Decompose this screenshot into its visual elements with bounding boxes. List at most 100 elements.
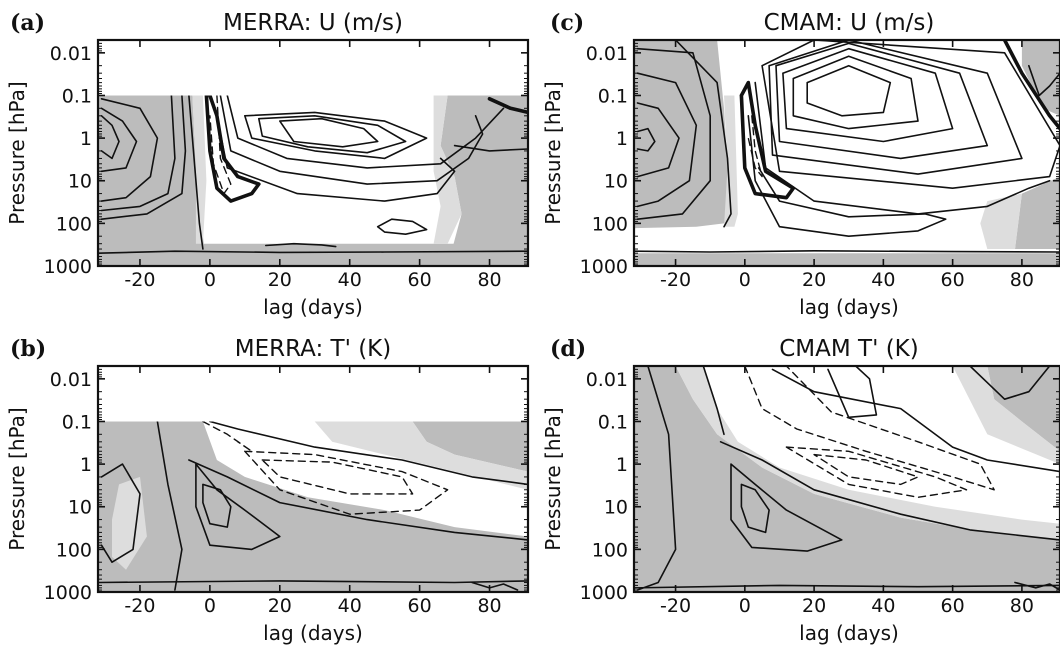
contour-line-positive xyxy=(216,115,456,202)
contour-line-zero xyxy=(100,463,141,563)
contour-line-positive xyxy=(219,95,484,185)
x-tick-label: 60 xyxy=(941,595,965,617)
x-tick-label: 80 xyxy=(477,269,501,291)
y-tick-label: 1000 xyxy=(44,582,92,604)
x-tick-label: -20 xyxy=(124,595,155,617)
significance-region xyxy=(634,40,731,229)
significance-region xyxy=(192,243,528,266)
panel-c: (c) CMAM: U (m/s) lag (days) Pressure [h… xyxy=(541,10,1060,319)
panel-a-plot: -20 0 20 40 60 80 0.01 0.1 1 10 100 1000 xyxy=(44,38,530,291)
y-tick-label: 0.1 xyxy=(598,411,628,433)
contour-line-negative xyxy=(100,115,120,160)
panel-a-field xyxy=(98,95,528,266)
y-tick-label: 10 xyxy=(68,497,92,519)
significance-region xyxy=(98,421,528,592)
x-tick-label: 20 xyxy=(802,595,826,617)
contour-line-positive xyxy=(202,483,232,528)
contour-line-zero xyxy=(376,218,428,235)
y-tick-label: 100 xyxy=(56,539,92,561)
significance-region xyxy=(634,366,1060,592)
contour-line-positive xyxy=(771,368,1060,473)
significance-region-light xyxy=(192,95,207,244)
contour-line-negative xyxy=(636,127,656,152)
y-tick-label: 1 xyxy=(80,454,92,476)
x-tick-label: 60 xyxy=(941,269,965,291)
contour-line-positive xyxy=(226,95,505,169)
contour-line-negative xyxy=(100,97,159,202)
contour-line-negative xyxy=(674,40,732,228)
panel-d-ylabel: Pressure [hPa] xyxy=(541,407,565,550)
significance-region xyxy=(1015,176,1060,249)
panel-d-xlabel: lag (days) xyxy=(799,621,899,645)
contour-line-positive xyxy=(782,47,954,143)
panel-b-plot: -20 0 20 40 60 80 0.01 0.1 1 10 100 1000 xyxy=(44,364,530,617)
significance-region-light xyxy=(980,193,1022,249)
contour-line-zero xyxy=(487,96,528,115)
y-tick-label: 100 xyxy=(592,539,628,561)
y-tick-label: 100 xyxy=(592,213,628,235)
significance-region xyxy=(412,421,528,472)
y-tick-label: 1000 xyxy=(580,256,628,278)
contour-line-zero xyxy=(739,80,796,200)
panel-b-xlabel: lag (days) xyxy=(263,621,363,645)
panel-b-frame xyxy=(96,364,530,594)
y-tick-label: 10 xyxy=(604,497,628,519)
contour-line-positive xyxy=(740,483,770,534)
panel-d-title: CMAM T' (K) xyxy=(779,336,919,362)
x-tick-label: 20 xyxy=(268,269,292,291)
x-tick-label: 20 xyxy=(802,269,826,291)
y-tick-label: 1 xyxy=(616,454,628,476)
contour-line-negative xyxy=(209,95,232,195)
contour-line-negative xyxy=(244,450,449,515)
significance-region-light xyxy=(724,95,738,227)
panel-b-field xyxy=(98,421,528,592)
contour-line-negative xyxy=(636,47,711,220)
contour-line-negative xyxy=(636,72,698,208)
panel-b: (b) MERRA: T' (K) lag (days) Pressure [h… xyxy=(5,336,530,645)
panel-c-ylabel: Pressure [hPa] xyxy=(541,81,565,224)
panel-c-frame xyxy=(632,38,1060,268)
y-tick-label: 1 xyxy=(616,128,628,150)
panel-c-letter: (c) xyxy=(550,10,584,36)
x-tick-label: 80 xyxy=(1010,595,1034,617)
contour-line-zero xyxy=(1002,40,1060,131)
contour-line-zero xyxy=(719,441,1060,541)
contour-line-zero xyxy=(98,580,528,584)
significance-region xyxy=(987,366,1060,452)
panel-d-letter: (d) xyxy=(550,336,586,362)
contour-line-zero xyxy=(188,459,528,541)
contour-line-zero xyxy=(204,95,261,203)
contour-line-zero xyxy=(98,250,528,254)
x-tick-label: 0 xyxy=(204,595,216,617)
contour-line-negative xyxy=(785,446,968,499)
x-tick-label: 40 xyxy=(871,595,895,617)
contour-line-positive xyxy=(188,95,204,250)
y-tick-label: 0.1 xyxy=(62,85,92,107)
significance-region-light xyxy=(314,421,528,490)
panel-b-letter: (b) xyxy=(10,336,46,362)
panel-a: (a) MERRA: U (m/s) lag (days) Pressure [… xyxy=(5,10,530,319)
panel-c-field xyxy=(634,40,1060,266)
y-tick-label: 0.01 xyxy=(586,43,628,65)
y-tick-label: 1 xyxy=(80,128,92,150)
contour-line-negative xyxy=(747,115,763,178)
panel-a-letter: (a) xyxy=(10,10,45,36)
contour-line-negative xyxy=(100,107,138,173)
contour-line-zero xyxy=(634,584,1060,589)
panel-c-title: CMAM: U (m/s) xyxy=(764,10,935,36)
x-tick-label: 60 xyxy=(408,269,432,291)
contour-line-negative xyxy=(813,453,919,486)
contour-line-positive xyxy=(244,111,428,160)
contour-line-zero xyxy=(1014,581,1060,591)
x-tick-label: -20 xyxy=(660,269,691,291)
x-tick-label: 40 xyxy=(338,595,362,617)
panel-b-title: MERRA: T' (K) xyxy=(235,336,392,362)
x-tick-label: 80 xyxy=(477,595,501,617)
significance-region xyxy=(634,253,1060,266)
significance-region-light xyxy=(433,95,462,244)
x-tick-label: -20 xyxy=(660,595,691,617)
panel-d-plot: -20 0 20 40 60 80 0.01 0.1 1 10 100 1000 xyxy=(580,364,1060,617)
y-tick-label: 1000 xyxy=(44,256,92,278)
y-tick-label: 1000 xyxy=(580,582,628,604)
contour-line-zero xyxy=(471,581,519,591)
